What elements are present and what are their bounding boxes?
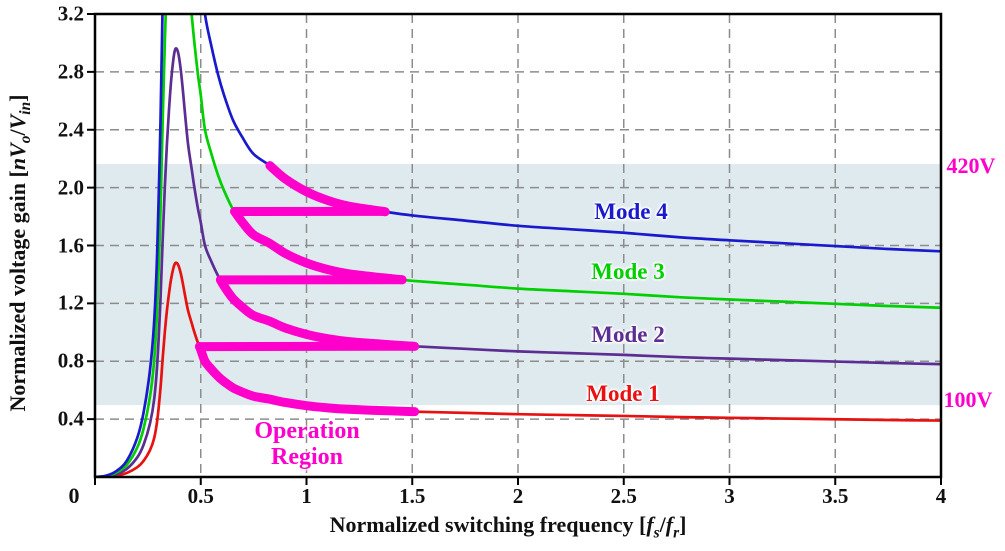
operation-region-label: Operation Region	[254, 418, 359, 470]
y-tick-label: 0.4	[57, 406, 84, 431]
voltage-label-bottom: 100V	[943, 387, 993, 412]
x-title-text: Normalized switching frequency	[329, 512, 639, 537]
x-tick-label: 3	[724, 484, 735, 508]
x-tick-label: 2	[512, 484, 524, 508]
tick-marks	[87, 13, 942, 485]
gain-curves	[95, 14, 941, 477]
operation-region-label-line1: Operation	[254, 418, 360, 444]
y-tick-label: 2.0	[57, 175, 84, 200]
curve-mode-2	[95, 47, 941, 477]
mode-label-2: Mode 2	[591, 322, 665, 347]
y-axis-title: Normalized voltage gain [nVo/Vin]	[4, 94, 35, 412]
y-tick-label: 1.2	[57, 290, 84, 315]
curve-mode-4	[95, 14, 941, 477]
y-title-text: Normalized voltage gain	[4, 177, 30, 412]
x-tick-label: 2.5	[610, 484, 637, 508]
x-tick-label: 1	[301, 484, 312, 508]
y-tick-label: 3.2	[57, 1, 84, 26]
y-tick-label: 2.8	[57, 59, 84, 84]
operation-region-label-line2: Region	[270, 444, 343, 470]
x-tick-label: 0.5	[187, 484, 214, 508]
x-tick-label: 4	[935, 484, 947, 508]
mode-label-1: Mode 1	[586, 381, 660, 406]
voltage-label-top: 420V	[946, 153, 996, 178]
operation-region-trajectory	[194, 161, 420, 417]
y-tick-label: 0.8	[57, 348, 84, 373]
x-tick-label: 1.5	[399, 484, 426, 508]
y-tick-label: 1.6	[57, 233, 84, 257]
x-tick-label: 3.5	[822, 484, 849, 508]
curve-mode-3	[95, 14, 941, 477]
x-axis-title: Normalized switching frequency [fs/fr]	[329, 512, 687, 542]
mode-label-4: Mode 4	[594, 199, 668, 224]
gridlines	[95, 14, 941, 477]
origin-tick-label: 0	[68, 483, 80, 508]
plot-border	[93, 12, 943, 479]
mode-label-3: Mode 3	[591, 259, 665, 284]
y-tick-label: 2.4	[57, 117, 84, 142]
